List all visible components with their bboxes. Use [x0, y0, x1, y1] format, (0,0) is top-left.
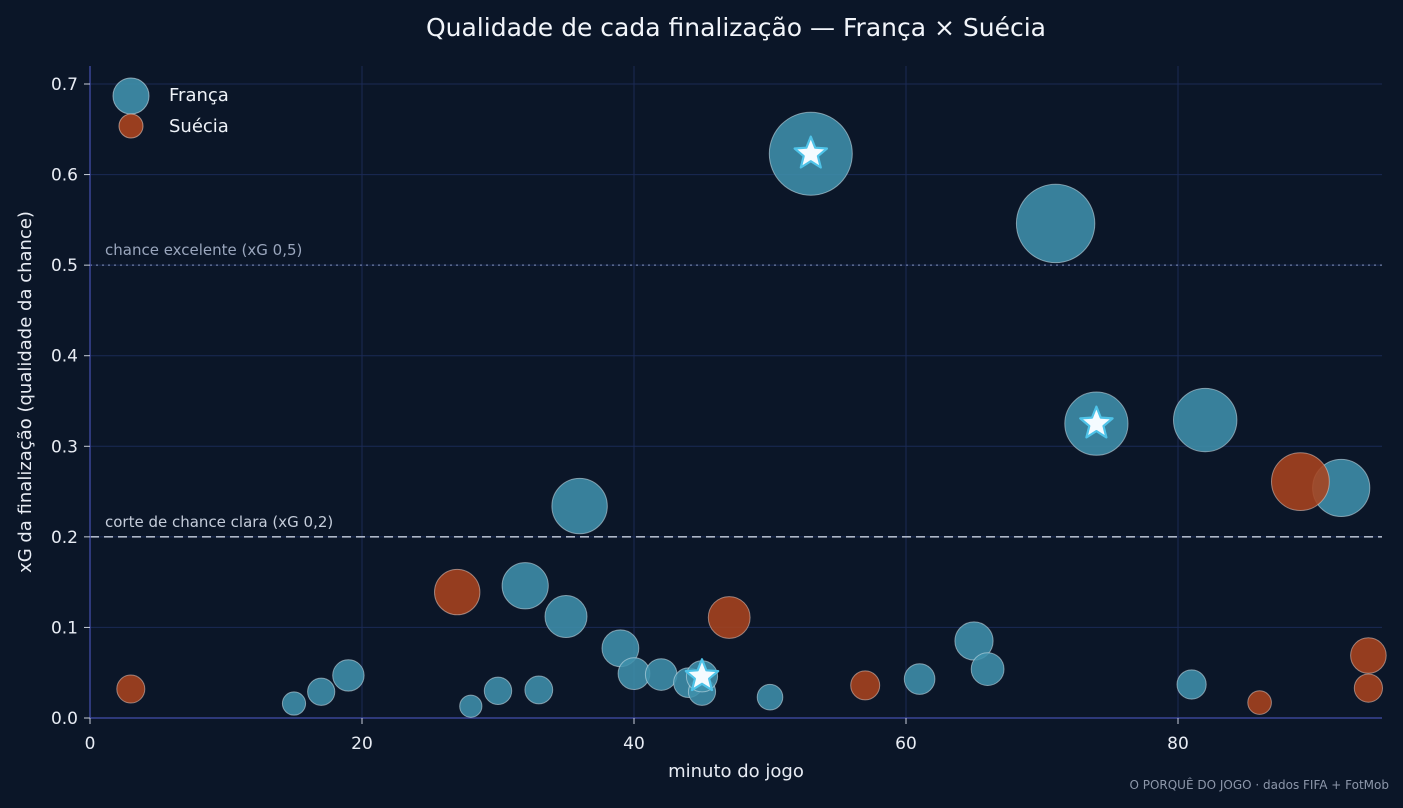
reference-line-label: chance excelente (xG 0,5)	[105, 241, 302, 259]
y-tick-label: 0.0	[51, 709, 78, 729]
point-suecia	[1271, 452, 1330, 512]
point-franca	[281, 691, 307, 716]
y-tick-label: 0.4	[51, 347, 78, 367]
legend-label-franca: França	[169, 85, 229, 106]
y-axis-label: xG da finalização (qualidade da chance)	[15, 211, 36, 573]
y-tick-label: 0.7	[51, 75, 78, 95]
legend-marker-franca	[112, 77, 150, 115]
legend-label-suecia: Suécia	[169, 116, 229, 137]
point-franca	[1176, 669, 1207, 700]
y-ticks: 0.0 0.1 0.2 0.3 0.4 0.5 0.6 0.7	[51, 75, 90, 729]
point-franca	[307, 677, 336, 706]
y-tick-label: 0.3	[51, 437, 78, 457]
y-tick-label: 0.2	[51, 528, 78, 548]
point-franca	[459, 694, 483, 718]
point-suecia	[707, 596, 751, 639]
point-suecia	[1353, 673, 1384, 703]
x-tick-label: 60	[895, 734, 917, 754]
point-suecia	[1350, 637, 1387, 674]
legend: França Suécia	[112, 77, 229, 139]
legend-marker-suecia	[118, 113, 144, 139]
goal-star-icon	[793, 135, 829, 169]
point-suecia	[116, 674, 146, 704]
goal-markers	[684, 135, 1114, 692]
point-franca	[1015, 183, 1096, 264]
source-note: O PORQUÊ DO JOGO · dados FIFA + FotMob	[1129, 777, 1389, 792]
point-franca	[332, 659, 365, 692]
point-franca	[1173, 387, 1238, 453]
x-tick-label: 80	[1167, 734, 1189, 754]
goal-star-icon	[684, 658, 720, 692]
y-tick-label: 0.1	[51, 618, 78, 638]
point-franca	[501, 562, 549, 610]
point-franca	[551, 477, 608, 535]
reference-lines: chance excelente (xG 0,5) corte de chance…	[90, 241, 1382, 538]
point-suecia	[1247, 690, 1272, 715]
x-ticks: 0 20 40 60 80	[85, 718, 1189, 754]
point-franca	[756, 683, 784, 711]
point-franca	[644, 658, 678, 691]
point-franca	[903, 663, 936, 695]
point-franca	[970, 652, 1005, 686]
x-tick-label: 0	[85, 734, 96, 754]
y-tick-label: 0.5	[51, 256, 78, 276]
x-axis-label: minuto do jogo	[668, 761, 804, 782]
x-tick-label: 40	[623, 734, 645, 754]
data-points	[116, 111, 1387, 718]
y-tick-label: 0.6	[51, 166, 78, 186]
reference-line-label: corte de chance clara (xG 0,2)	[105, 513, 333, 531]
point-suecia	[434, 568, 481, 616]
goal-star-icon	[1079, 405, 1114, 439]
point-franca	[483, 676, 513, 706]
point-franca	[524, 675, 554, 705]
point-suecia	[850, 670, 881, 701]
chart-title: Qualidade de cada finalização — França ×…	[426, 13, 1046, 42]
point-franca	[544, 595, 588, 639]
x-tick-label: 20	[351, 734, 373, 754]
